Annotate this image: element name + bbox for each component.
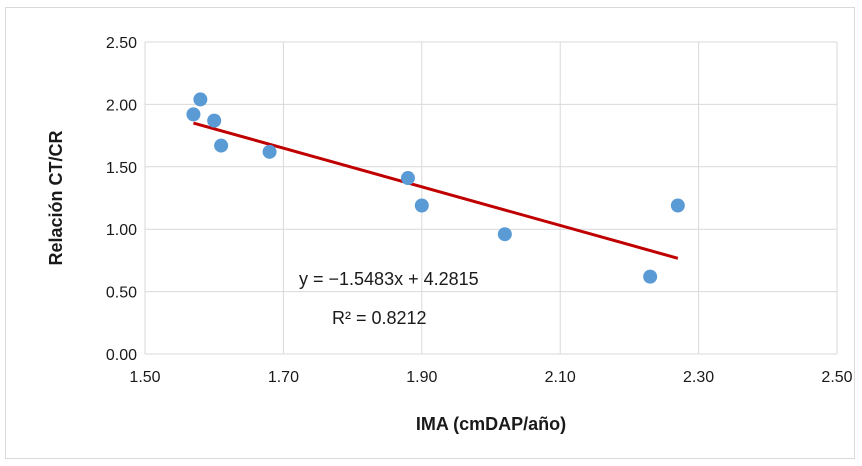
trendline-r-squared: R² = 0.8212 (332, 308, 427, 328)
data-point (207, 113, 222, 128)
gridlines (144, 41, 838, 355)
data-point (670, 198, 685, 213)
y-tick-label: 2.50 (106, 35, 137, 52)
data-point (262, 144, 277, 159)
x-tick-label: 2.50 (821, 369, 852, 386)
data-point (414, 198, 429, 213)
data-point (400, 171, 415, 186)
x-tick-label: 1.70 (268, 369, 299, 386)
y-tick-label: 0.50 (106, 285, 137, 302)
y-tick-label: 1.50 (106, 160, 137, 177)
data-point (497, 227, 512, 242)
data-point (643, 269, 658, 284)
y-tick-labels: 0.00 0.50 1.00 1.50 2.00 2.50 (106, 35, 137, 364)
chart-frame (5, 7, 855, 459)
x-axis-title: IMA (cmDAP/año) (416, 414, 566, 434)
data-point (193, 92, 208, 107)
x-tick-label: 2.30 (683, 369, 714, 386)
y-tick-label: 2.00 (106, 97, 137, 114)
trendline-equation: y = −1.5483x + 4.2815 (299, 269, 479, 289)
x-tick-label: 1.90 (406, 369, 437, 386)
x-tick-labels: 1.50 1.70 1.90 2.10 2.30 2.50 (129, 369, 852, 386)
data-point (186, 107, 201, 122)
y-tick-label: 0.00 (106, 347, 137, 364)
x-tick-label: 1.50 (129, 369, 160, 386)
data-points (186, 92, 685, 284)
y-tick-label: 1.00 (106, 222, 137, 239)
x-tick-label: 2.10 (545, 369, 576, 386)
y-axis-title: Relación CT/CR (46, 130, 66, 265)
trendline (193, 121, 679, 260)
data-point (214, 138, 229, 153)
trendline-group (193, 121, 679, 260)
